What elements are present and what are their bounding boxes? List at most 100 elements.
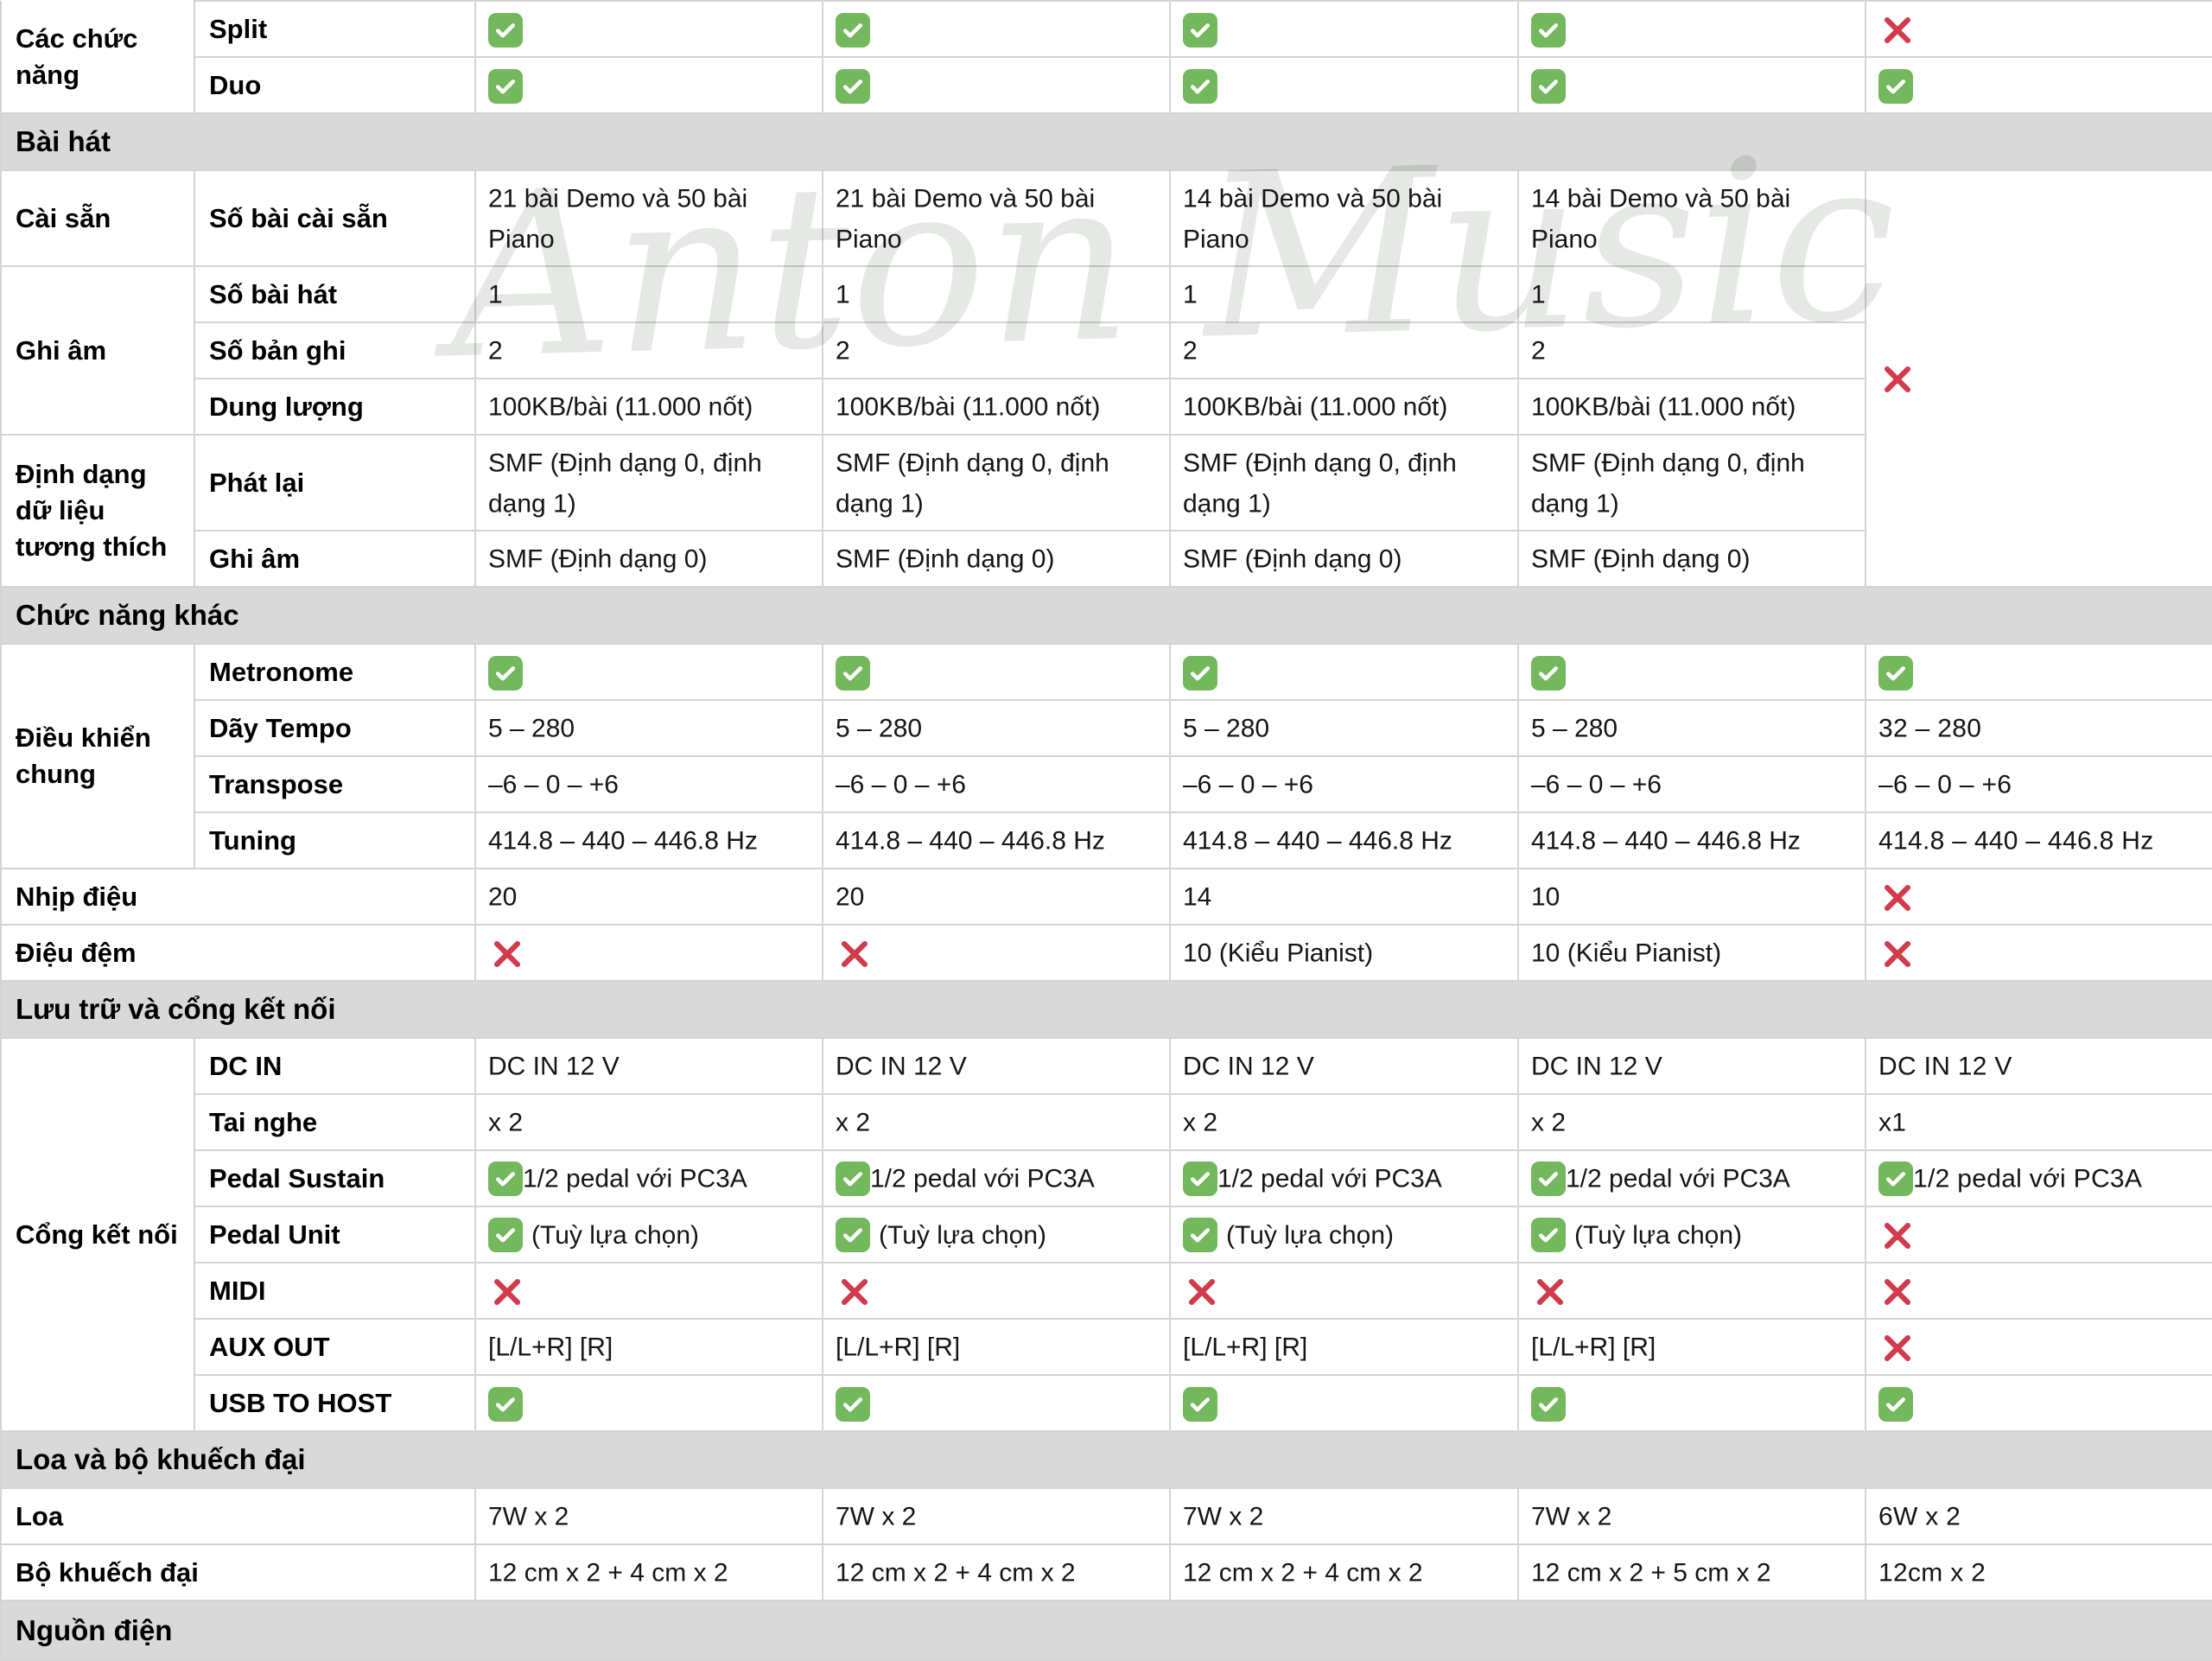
group-label: Định dạng dữ liệu tương thích [0,434,195,588]
table-row: Pedal Sustain 1/2 pedal với PC3A 1/2 pedal… [1,1149,2212,1207]
value-cell: 100KB/bài (11.000 nốt) [822,378,1171,436]
check-icon [1183,1387,1217,1422]
value-cell [1865,643,2212,701]
check-icon [1531,1161,1566,1197]
section-title: Lưu trữ và cổng kết nối [16,993,336,1025]
value-text: SMF (Định dạng 0) [1531,544,1751,574]
feature-label: Split [194,0,476,58]
value-cell: 14 bài Demo và 50 bài Piano [1517,169,1866,267]
value-cell: 1/2 pedal với PC3A [822,1149,1171,1207]
value-cell: 7W x 2 [474,1487,823,1545]
check-icon [1183,1218,1217,1253]
value-cell: 7W x 2 [1517,1487,1866,1545]
value-cell [1865,924,2212,982]
cross-icon [1878,879,1916,917]
value-cell: 12 cm x 2 + 5 cm x 2 [1517,1543,1866,1601]
check-icon [1183,1161,1217,1197]
value-text: (Tuỳ lựa chọn) [879,1220,1047,1250]
value-text: 414.8 – 440 – 446.8 Hz [836,826,1105,856]
value-cell [1865,0,2212,58]
value-text: 12 cm x 2 + 4 cm x 2 [488,1558,728,1588]
value-text: 10 [1531,882,1560,912]
value-text: [L/L+R] [R] [1183,1333,1308,1362]
value-cell: x 2 [1517,1093,1866,1151]
feature-label-text: Phát lại [209,467,305,498]
value-cell: 414.8 – 440 – 446.8 Hz [822,811,1171,869]
value-text: 100KB/bài (11.000 nốt) [1531,392,1796,422]
cross-icon [1878,1329,1916,1367]
section-title: Loa và bộ khuếch đại [16,1443,306,1475]
cross-icon [488,935,526,973]
value-cell: 1 [1169,265,1519,323]
value-cell: 100KB/bài (11.000 nốt) [474,378,823,436]
value-cell: 1/2 pedal với PC3A [1169,1149,1519,1207]
check-icon [488,69,523,105]
cross-icon [488,1273,526,1311]
value-cell [1517,0,1866,58]
value-text: SMF (Định dạng 0) [1183,544,1402,574]
table-row: Pedal Unit (Tuỳ lựa chọn) (Tuỳ lựa chọn) (T… [1,1206,2212,1263]
value-cell: 10 (Kiểu Pianist) [1169,924,1519,982]
feature-label: Bộ khuếch đại [0,1543,476,1601]
section-header: Lưu trữ và cổng kết nối [0,980,2212,1039]
feature-label: Pedal Unit [194,1206,476,1263]
value-cell: 12 cm x 2 + 4 cm x 2 [1169,1543,1519,1601]
check-icon [1531,1218,1566,1253]
value-text: 20 [488,882,518,912]
value-cell [1169,643,1519,701]
value-cell [822,1262,1171,1320]
value-cell [1865,1318,2212,1376]
value-text: –6 – 0 – +6 [1531,770,1662,799]
feature-label: Transpose [194,755,476,813]
value-text: 5 – 280 [836,714,923,743]
group-label-text: Các chức năng [16,22,138,90]
section-title: Nguồn điện [16,1613,173,1646]
feature-label-text: USB TO HOST [209,1387,392,1418]
check-icon [1183,656,1217,691]
check-icon [1878,69,1913,105]
value-cell [474,924,823,982]
value-cell: 1/2 pedal với PC3A [1865,1149,2212,1207]
check-icon [1531,656,1566,691]
value-cell: [L/L+R] [R] [1517,1318,1866,1376]
value-text: (Tuỳ lựa chọn) [1226,1220,1395,1250]
value-text: 100KB/bài (11.000 nốt) [1183,392,1448,422]
check-icon [1531,1387,1566,1422]
value-cell: DC IN 12 V [474,1037,823,1095]
value-cell: (Tuỳ lựa chọn) [822,1206,1171,1263]
feature-label-text: Số bài hát [209,278,338,309]
value-cell [822,0,1171,58]
value-cell: 32 – 280 [1865,699,2212,757]
value-cell [822,924,1171,982]
value-text: 14 bài Demo và 50 bài Piano [1183,184,1443,254]
value-cell: x 2 [474,1093,823,1151]
value-cell [1865,169,2212,588]
check-icon [1531,13,1566,48]
table-row: Cổng kết nối DC IN DC IN 12 V DC IN 12 V DC … [0,1037,2212,1432]
value-cell: 7W x 2 [1169,1487,1519,1545]
value-cell: 1 [1517,265,1866,323]
table-row: Ghi âm Số bài hát 1 1 1 1 [0,265,2212,436]
table-row: Ghi âm SMF (Định dạng 0) SMF (Định dạng 0)… [1,530,2212,588]
value-text: [L/L+R] [R] [1531,1333,1656,1362]
value-text: 1/2 pedal với PC3A [523,1164,747,1193]
feature-label: AUX OUT [194,1318,476,1376]
value-cell: 12cm x 2 [1865,1543,2212,1601]
value-cell: DC IN 12 V [1865,1037,2212,1095]
value-cell: [L/L+R] [R] [1169,1318,1519,1376]
value-cell: –6 – 0 – +6 [474,755,823,813]
group-label: Cài sẵn [0,169,195,267]
value-cell: 2 [1517,321,1866,379]
feature-label-text: Duo [209,69,262,100]
section-header: Chức năng khác [0,586,2212,645]
value-cell: –6 – 0 – +6 [1865,755,2212,813]
check-icon [836,1387,870,1422]
value-cell: 5 – 280 [474,699,823,757]
table-row: Số bản ghi 2 2 2 2 [1,321,2212,379]
value-cell [1865,868,2212,926]
feature-label: Phát lại [194,434,476,531]
value-cell [1865,56,2212,114]
cross-icon [1878,935,1916,973]
